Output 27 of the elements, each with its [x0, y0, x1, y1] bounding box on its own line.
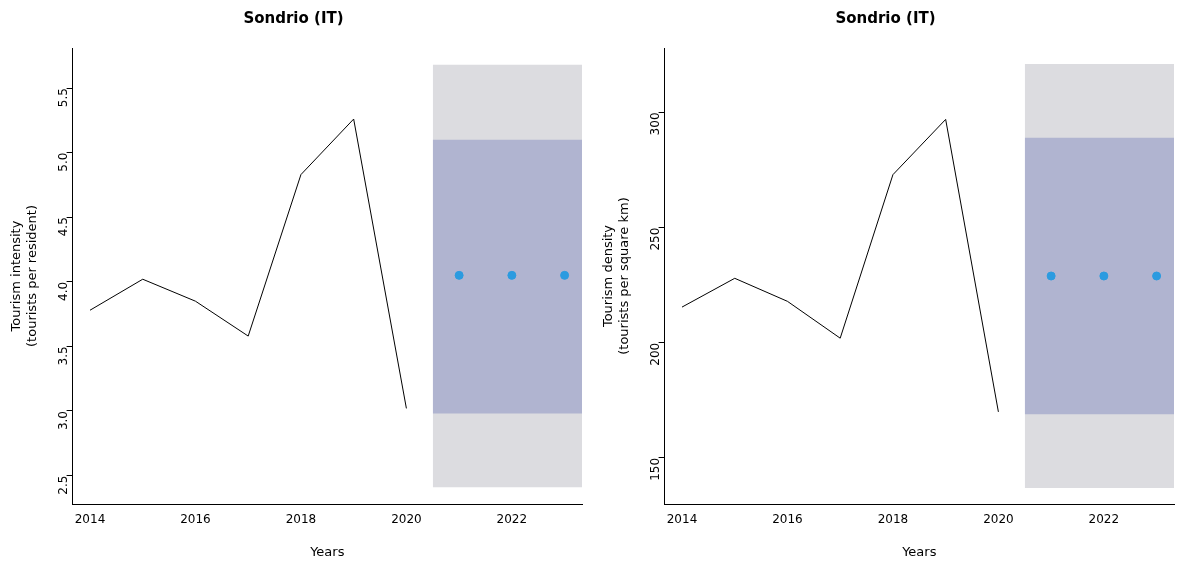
- y-tick-label: 300: [647, 112, 662, 136]
- y-axis-title: Tourism density (tourists per square km): [600, 197, 631, 355]
- chart-title: Sondrio (IT): [835, 8, 936, 27]
- x-axis-title: Years: [901, 543, 937, 559]
- x-tick-label: 2022: [496, 512, 528, 527]
- y-axis-title: Tourism intensity (tourists per resident): [8, 205, 39, 347]
- y-tick-label: 250: [647, 227, 662, 251]
- x-tick-label: 2016: [180, 512, 211, 527]
- chart-title: Sondrio (IT): [243, 8, 344, 27]
- x-tick-label: 2022: [1088, 512, 1120, 527]
- y-tick-label: 200: [647, 342, 662, 366]
- x-tick-label: 2014: [666, 512, 698, 527]
- y-tick-label: 150: [647, 457, 662, 481]
- x-tick-label: 2018: [285, 512, 317, 527]
- x-axis-title: Years: [309, 543, 345, 559]
- y-tick-label: 4.5: [55, 217, 70, 237]
- y-tick-label: 4.0: [55, 281, 70, 301]
- y-tick-label: 5.0: [55, 152, 70, 172]
- y-tick-label: 5.5: [55, 88, 70, 108]
- y-tick-label: 2.5: [55, 475, 70, 495]
- x-tick-label: 2020: [391, 512, 422, 527]
- y-tick-label: 3.0: [55, 410, 70, 431]
- x-tick-label: 2018: [877, 512, 909, 527]
- x-tick-label: 2016: [772, 512, 803, 527]
- x-tick-label: 2020: [983, 512, 1014, 527]
- y-tick-label: 3.5: [55, 346, 70, 366]
- x-tick-label: 2014: [74, 512, 106, 527]
